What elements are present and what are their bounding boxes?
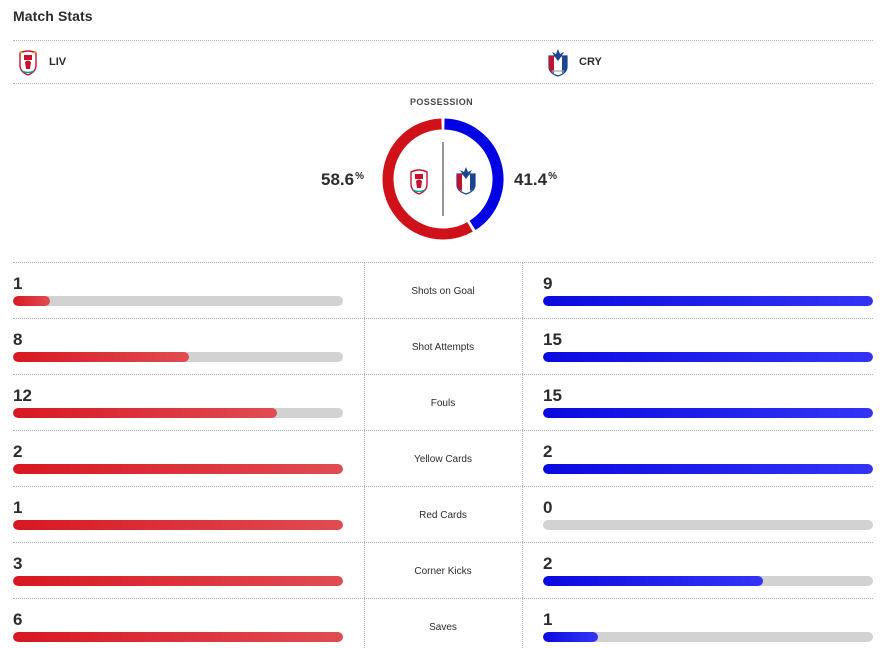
stat-label: Red Cards [419,510,467,521]
away-stat-bar [543,464,873,474]
away-possession-pct: 41.4% [514,170,557,189]
away-stat-bar-fill [543,352,873,362]
stat-label: Yellow Cards [414,454,472,465]
home-stat-value: 12 [13,386,32,405]
page-title: Match Stats [13,8,93,24]
away-stat-value: 15 [543,386,562,405]
home-stat-bar-fill [13,352,189,362]
home-stat-value: 1 [13,274,23,293]
possession-donut-chart [382,118,504,240]
crystal-palace-crest-icon [546,47,570,77]
away-stat-bar-fill [543,296,873,306]
away-stat-value: 0 [543,498,553,517]
column-divider [522,262,523,648]
home-team[interactable]: LIV [16,47,66,77]
away-stat-bar [543,352,873,362]
stat-row: 6 Saves 1 [13,598,873,648]
away-stat-bar-fill [543,632,598,642]
away-stat-bar [543,520,873,530]
home-stat-bar-fill [13,296,50,306]
home-stat-bar-fill [13,520,343,530]
stat-label: Shots on Goal [411,286,475,297]
stat-label: Corner Kicks [414,566,472,577]
away-stat-bar [543,408,873,418]
home-stat-bar [13,576,343,586]
home-stat-bar [13,408,343,418]
home-stat-bar [13,520,343,530]
stat-label: Shot Attempts [411,342,475,353]
away-stat-value: 2 [543,554,553,573]
home-stat-bar [13,632,343,642]
divider [13,83,873,84]
home-stat-bar [13,352,343,362]
away-stat-bar [543,296,873,306]
stat-row: 1 Shots on Goal 9 [13,262,873,318]
home-stat-bar-fill [13,408,277,418]
home-stat-value: 1 [13,498,23,517]
home-stat-value: 3 [13,554,23,573]
away-stat-bar [543,632,873,642]
home-stat-bar [13,464,343,474]
away-stat-bar-fill [543,408,873,418]
stat-row: 1 Red Cards 0 [13,486,873,542]
home-stat-bar-fill [13,632,343,642]
crystal-palace-crest-icon [456,167,476,195]
possession-label: POSSESSION [409,97,474,107]
home-stat-value: 2 [13,442,23,461]
home-stat-value: 8 [13,330,23,349]
away-stat-value: 2 [543,442,553,461]
home-stat-value: 6 [13,610,23,629]
away-team-abbr: CRY [579,56,602,68]
stat-row: 3 Corner Kicks 2 [13,542,873,598]
away-stat-bar-fill [543,576,763,586]
away-stat-value: 15 [543,330,562,349]
away-stat-value: 9 [543,274,553,293]
away-stat-value: 1 [543,610,553,629]
away-possession-arc [444,118,504,231]
home-stat-bar-fill [13,464,343,474]
stat-label: Fouls [430,398,456,409]
home-possession-arc [382,118,473,240]
away-team[interactable]: CRY [546,47,602,77]
stats-table: 1 Shots on Goal 9 8 Shot Attempts 15 12 Fouls 15… [13,262,873,648]
liverpool-crest-icon [410,169,428,195]
liverpool-crest-icon [16,47,40,77]
away-stat-bar [543,576,873,586]
home-stat-bar [13,296,343,306]
home-team-abbr: LIV [49,56,67,68]
away-stat-bar-fill [543,464,873,474]
home-possession-pct: 58.6% [321,170,364,189]
column-divider [364,262,365,648]
divider [13,40,873,41]
stat-row: 2 Yellow Cards 2 [13,430,873,486]
stat-row: 12 Fouls 15 [13,374,873,430]
home-stat-bar-fill [13,576,343,586]
stat-row: 8 Shot Attempts 15 [13,318,873,374]
stat-label: Saves [429,622,457,633]
